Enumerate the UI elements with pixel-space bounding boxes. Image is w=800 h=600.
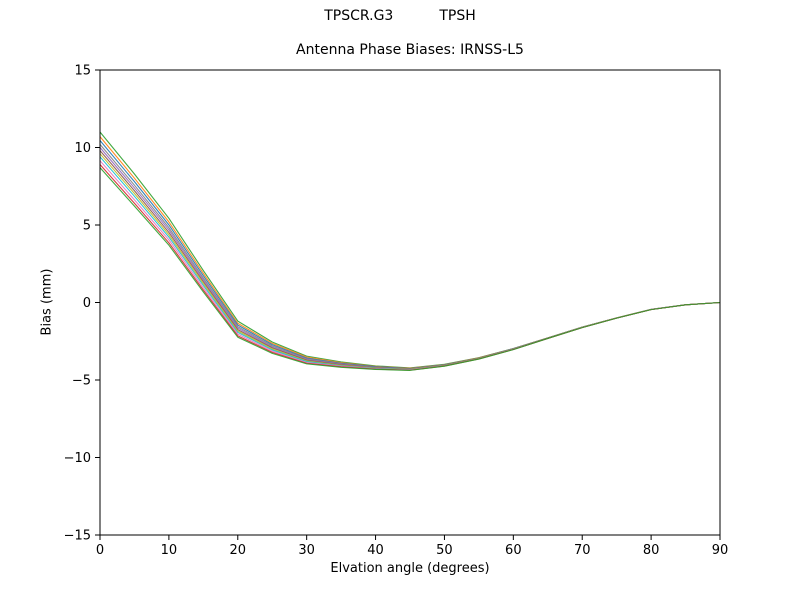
chart-title: Antenna Phase Biases: IRNSS-L5 [296,42,524,58]
x-axis-ticks: 0 10 20 30 40 50 60 70 80 90 [96,535,728,558]
y-tick-label: 5 [83,219,91,234]
y-tick-label: 0 [83,296,91,311]
x-tick-label: 60 [505,543,522,558]
suptitle-dome-type: TPSH [439,8,476,24]
x-tick-label: 20 [230,543,247,558]
y-tick-label: −15 [64,529,91,544]
y-tick-label: 10 [74,141,91,156]
x-tick-label: 30 [298,543,315,558]
x-tick-label: 0 [96,543,104,558]
series-line-04 [99,143,721,370]
x-tick-label: 90 [712,543,729,558]
series-line-01 [99,131,721,369]
y-axis-ticks: −15 −10 −5 0 5 10 15 [64,64,100,544]
series-line-11 [99,167,721,371]
series-line-02 [99,136,721,369]
x-tick-label: 10 [161,543,178,558]
axes-box [99,69,721,536]
x-axis-label: Elvation angle (degrees) [330,561,490,576]
y-tick-label: 15 [74,64,91,79]
x-tick-label: 70 [574,543,591,558]
x-tick-label: 40 [367,543,384,558]
figure-suptitle: TPSCR.G3 TPSH [0,8,800,24]
x-tick-label: 50 [436,543,453,558]
y-axis-label: Bias (mm) [39,268,55,336]
y-tick-label: −10 [64,451,91,466]
series-line-07 [99,153,721,371]
y-tick-label: −5 [72,374,91,389]
series-group [99,131,721,371]
suptitle-antenna-type: TPSCR.G3 [324,8,394,24]
x-tick-label: 80 [643,543,660,558]
